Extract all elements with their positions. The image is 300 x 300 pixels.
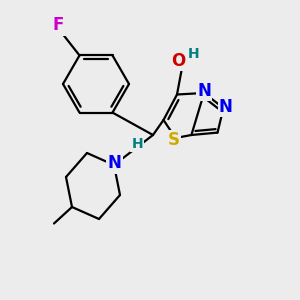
Text: S: S: [168, 131, 180, 149]
Text: O: O: [171, 52, 185, 70]
Text: N: N: [219, 98, 233, 116]
Text: N: N: [197, 82, 211, 100]
Text: F: F: [53, 16, 64, 34]
Text: H: H: [132, 137, 143, 151]
Text: N: N: [108, 154, 122, 172]
Text: H: H: [188, 47, 199, 61]
